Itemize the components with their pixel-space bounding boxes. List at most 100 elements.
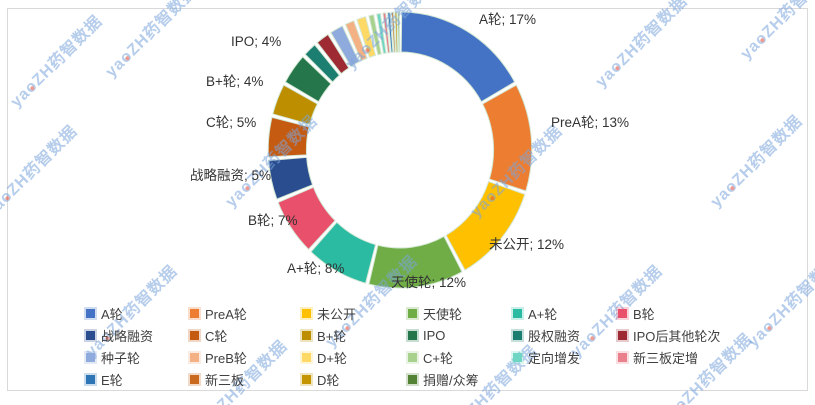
legend-swatch-icon [86,352,95,362]
legend-label: 战略融资 [101,328,154,344]
legend-label: PreB轮 [205,350,247,366]
legend-swatch-icon [302,308,311,318]
legend-swatch-icon [408,308,417,318]
legend-item-天使轮[interactable]: 天使轮 [408,304,513,323]
legend-label: E轮 [101,372,123,388]
legend-swatch-icon [190,352,199,362]
donut-slice-PreA轮[interactable] [481,84,533,192]
legend-item-战略融资[interactable]: 战略融资 [86,326,190,345]
legend-swatch-icon [618,330,627,340]
legend-item-B+轮[interactable]: B+轮 [302,326,408,345]
donut-slice-IPO后其他轮次[interactable] [316,33,350,75]
legend-item-E轮[interactable]: E轮 [86,370,190,389]
slice-label-B+轮: B+轮; 4% [206,74,264,89]
chart-panel [7,8,808,391]
slice-label-IPO: IPO; 4% [231,34,282,49]
legend-item-IPO[interactable]: IPO [408,328,513,343]
legend-swatch-icon [408,330,417,340]
chart-legend: A轮 PreA轮 未公开 天使轮 A+轮 B轮战略融资 C轮 B+轮 IPO 股权融资 IPO后其他… [86,302,788,390]
legend-label: A轮 [101,306,123,322]
legend-label: 种子轮 [101,350,141,366]
donut-slice-C+轮[interactable] [368,14,382,56]
legend-item-股权融资[interactable]: 股权融资 [513,326,618,345]
legend-swatch-icon [408,374,417,384]
donut-slice-D轮[interactable] [394,11,399,53]
legend-label: 天使轮 [423,306,463,322]
legend-item-PreB轮[interactable]: PreB轮 [190,348,302,367]
legend-item-C+轮[interactable]: C+轮 [408,348,513,367]
legend-swatch-icon [86,374,95,384]
legend-item-A+轮[interactable]: A+轮 [513,304,618,323]
donut-slice-新三板定增[interactable] [382,12,391,54]
donut-slice-捐赠/众筹[interactable] [397,11,401,53]
legend-label: 捐赠/众筹 [423,372,479,388]
donut-slice-种子轮[interactable] [330,25,360,68]
donut-slice-IPO[interactable] [284,56,332,103]
legend-item-C轮[interactable]: C轮 [190,326,302,345]
slice-label-天使轮: 天使轮; 12% [391,275,467,290]
donut-slice-战略融资[interactable] [268,156,314,200]
legend-item-A轮[interactable]: A轮 [86,304,190,323]
legend-label: C+轮 [423,350,453,366]
legend-item-捐赠/众筹[interactable]: 捐赠/众筹 [408,370,513,389]
legend-swatch-icon [302,352,311,362]
legend-swatch-icon [618,308,627,318]
legend-swatch-icon [190,308,199,318]
legend-swatch-icon [513,352,522,362]
legend-label: B+轮 [317,328,347,344]
donut-slice-B轮[interactable] [277,186,336,251]
donut-slice-天使轮[interactable] [368,235,463,289]
legend-label: 定向增发 [528,350,581,366]
legend-label: 股权融资 [528,328,581,344]
legend-item-新三板[interactable]: 新三板 [190,370,302,389]
legend-item-种子轮[interactable]: 种子轮 [86,348,190,367]
legend-swatch-icon [408,352,417,362]
legend-item-PreA轮[interactable]: PreA轮 [190,304,302,323]
slice-label-未公开: 未公开; 12% [489,237,565,252]
legend-item-IPO后其他轮次[interactable]: IPO后其他轮次 [618,326,788,345]
legend-label: IPO后其他轮次 [633,328,721,344]
donut-slice-股权融资[interactable] [304,44,341,83]
legend-label: D轮 [317,372,340,388]
legend-item-新三板定增[interactable]: 新三板定增 [618,348,788,367]
legend-swatch-icon [86,308,95,318]
donut-slice-A+轮[interactable] [310,221,377,284]
donut-slice-定向增发[interactable] [376,12,387,55]
legend-label: 新三板 [205,372,245,388]
legend-label: C轮 [205,328,228,344]
slice-label-PreA轮: PreA轮; 13% [551,115,630,130]
donut-slice-E轮[interactable] [387,11,394,53]
slice-label-战略融资: 战略融资; 5% [190,168,272,183]
slice-label-C轮: C轮; 5% [206,115,257,130]
legend-swatch-icon [513,330,522,340]
donut-slice-新三板[interactable] [391,11,396,53]
legend-label: PreA轮 [205,306,247,322]
legend-label: 新三板定增 [633,350,699,366]
donut-slice-B+轮[interactable] [272,84,319,126]
legend-item-未公开[interactable]: 未公开 [302,304,408,323]
legend-swatch-icon [618,352,627,362]
slice-label-B轮: B轮; 7% [248,213,298,228]
legend-swatch-icon [513,308,522,318]
legend-swatch-icon [190,374,199,384]
donut-slice-A轮[interactable] [400,11,516,103]
donut-slice-PreB轮[interactable] [344,20,368,62]
legend-label: D+轮 [317,350,347,366]
legend-label: 未公开 [317,306,357,322]
donut-slice-未公开[interactable] [445,180,526,271]
legend-swatch-icon [302,374,311,384]
legend-label: A+轮 [528,306,558,322]
legend-item-D+轮[interactable]: D+轮 [302,348,408,367]
slice-label-A+轮: A+轮; 8% [287,261,345,276]
legend-label: IPO [423,327,446,343]
legend-item-B轮[interactable]: B轮 [618,304,788,323]
donut-slice-C轮[interactable] [267,116,310,158]
legend-swatch-icon [190,330,199,340]
legend-item-D轮[interactable]: D轮 [302,370,408,389]
slice-label-A轮: A轮; 17% [479,12,537,27]
legend-item-定向增发[interactable]: 定向增发 [513,348,618,367]
legend-label: B轮 [633,306,655,322]
donut-slice-D+轮[interactable] [356,16,377,59]
